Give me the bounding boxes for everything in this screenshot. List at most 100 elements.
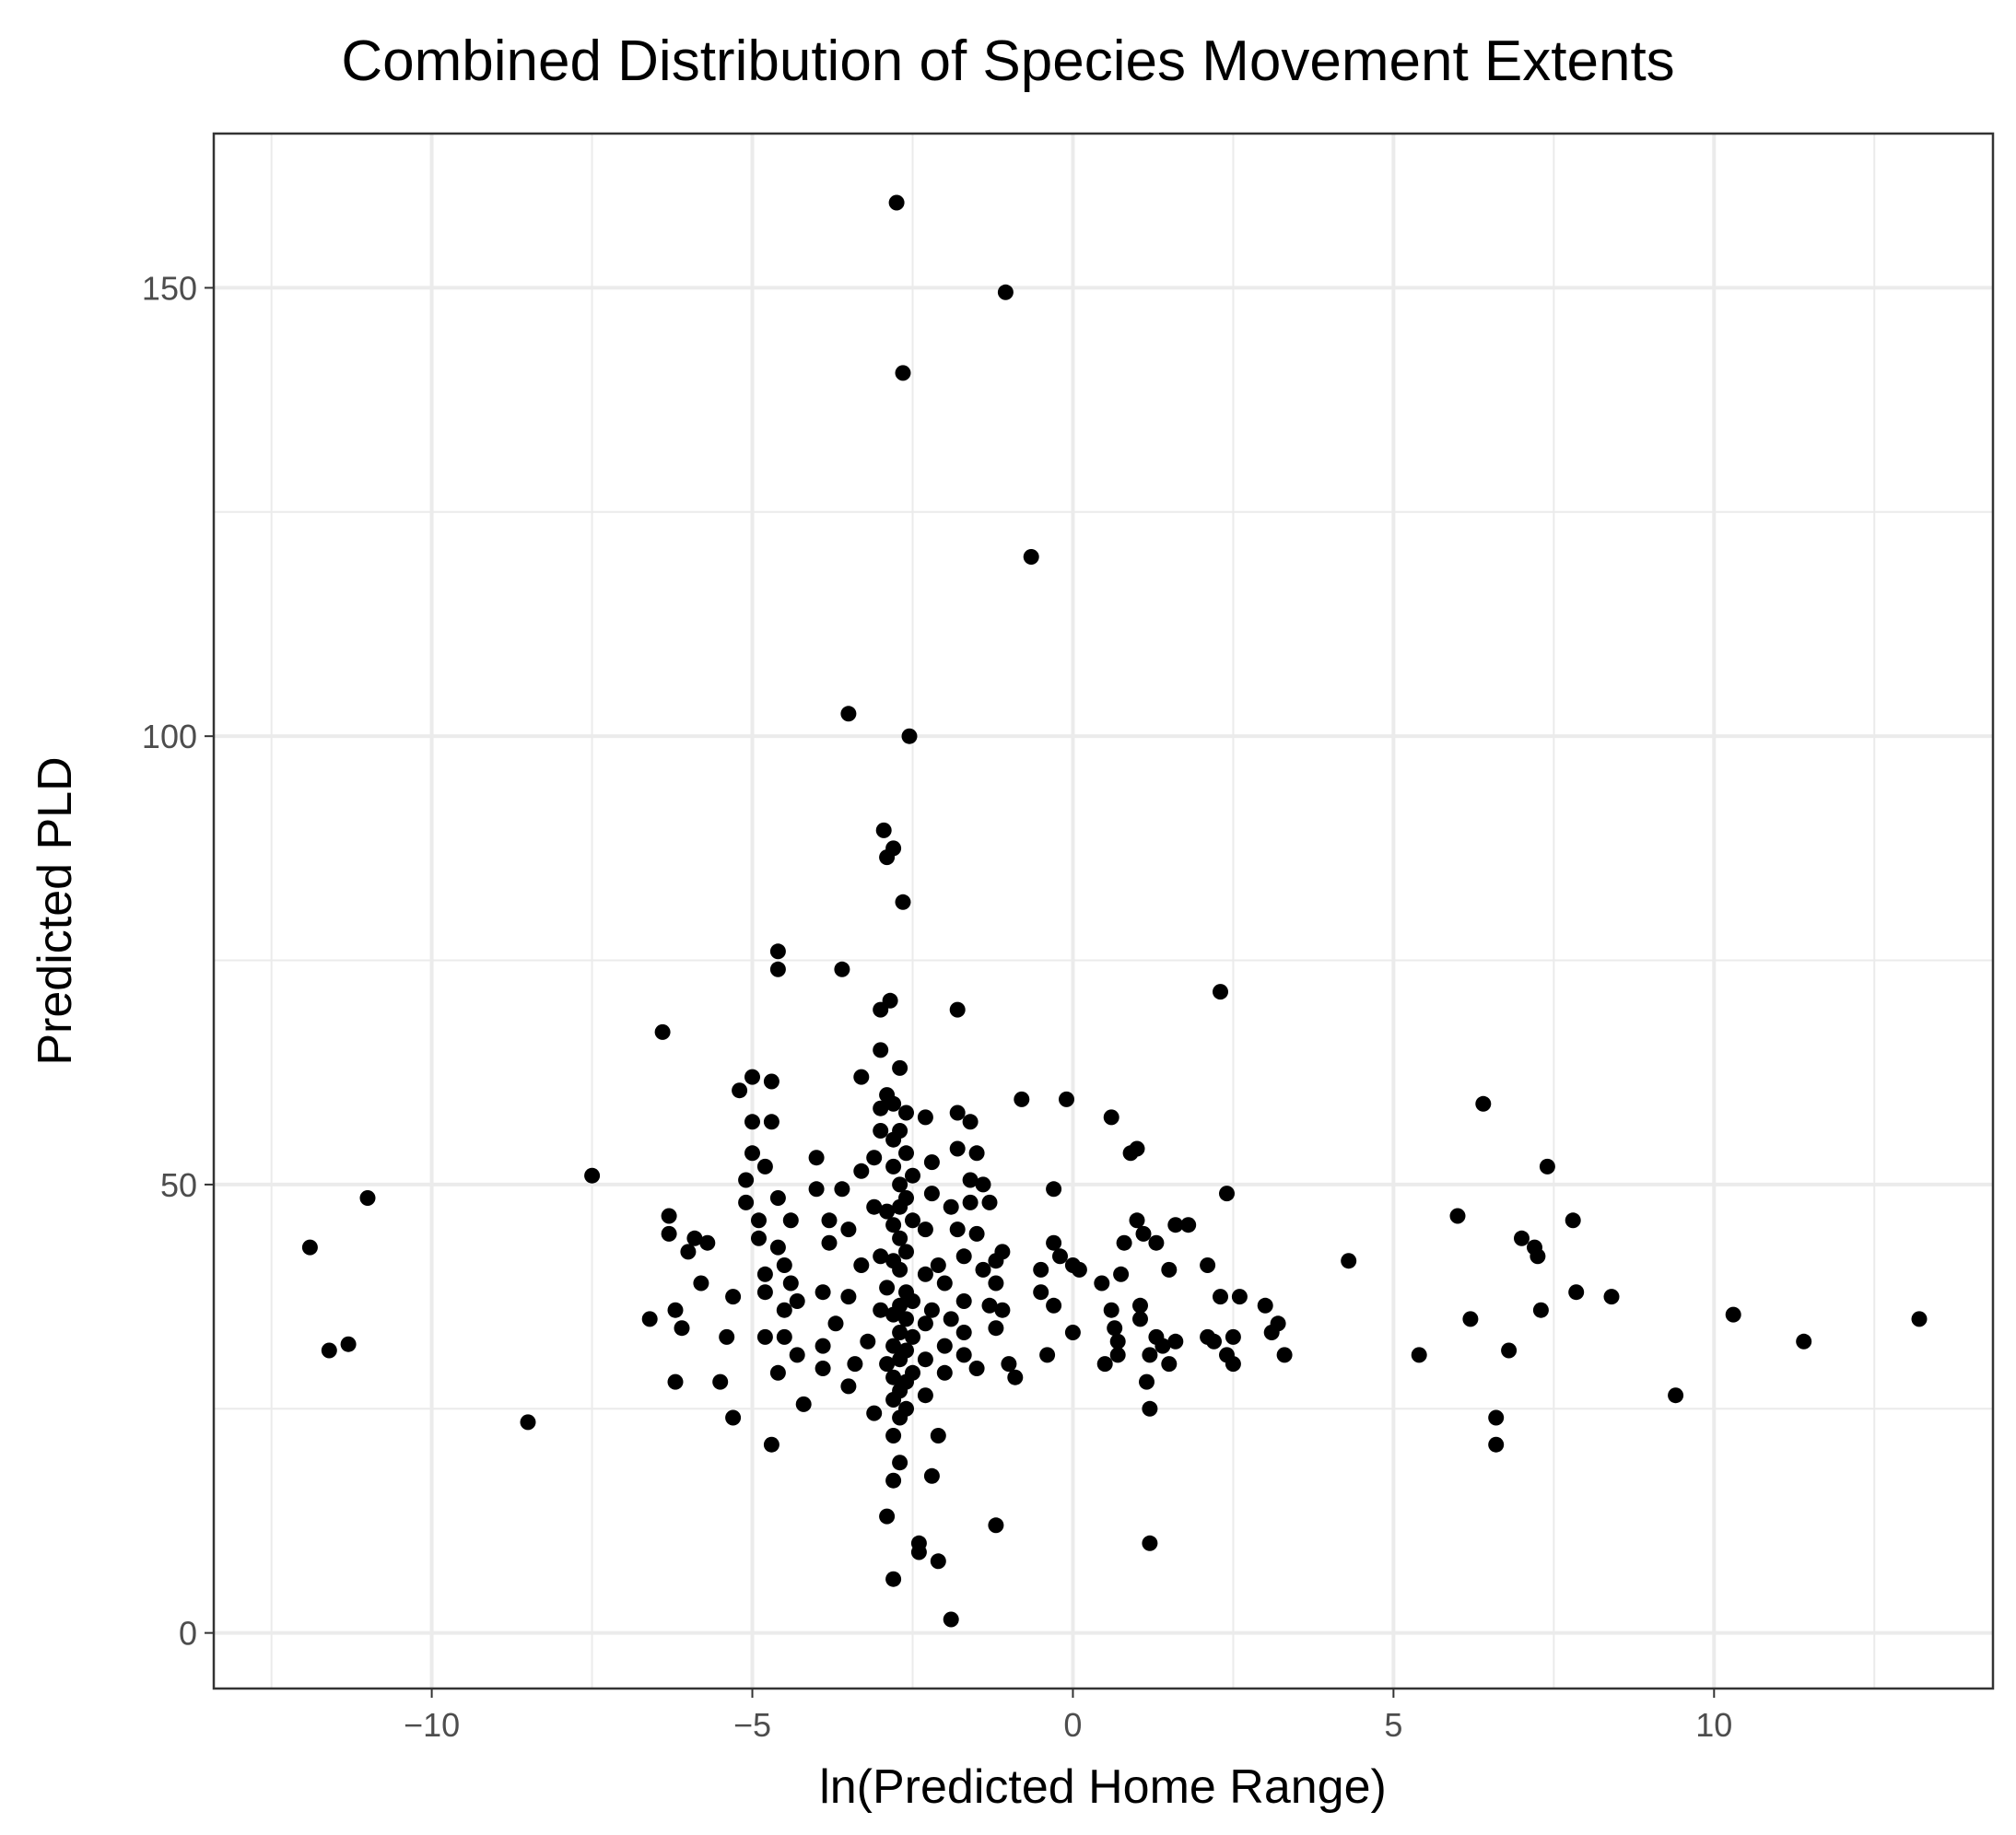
- data-point: [968, 1225, 985, 1242]
- data-point: [873, 1123, 889, 1139]
- data-point: [667, 1373, 684, 1390]
- data-point: [1180, 1217, 1197, 1233]
- data-point: [930, 1553, 946, 1570]
- data-point: [340, 1336, 357, 1352]
- data-point: [988, 1320, 1004, 1337]
- data-point: [1064, 1325, 1081, 1340]
- data-point: [1341, 1253, 1357, 1269]
- data-point: [1488, 1409, 1505, 1426]
- data-point: [641, 1311, 658, 1327]
- data-point: [1462, 1311, 1479, 1327]
- x-tick-label: 5: [1384, 1706, 1402, 1744]
- data-point: [840, 1221, 857, 1238]
- data-point: [827, 1315, 844, 1332]
- data-point: [898, 1400, 914, 1417]
- data-point: [866, 1405, 883, 1421]
- data-point: [359, 1190, 376, 1206]
- x-axis-label: ln(Predicted Home Range): [819, 1760, 1387, 1814]
- data-point: [917, 1221, 933, 1238]
- data-point: [1213, 1289, 1228, 1305]
- data-point: [1142, 1400, 1158, 1417]
- data-point: [1109, 1333, 1126, 1350]
- data-point: [776, 1302, 792, 1318]
- grid-layer: [214, 134, 1993, 1689]
- data-point: [1568, 1284, 1585, 1301]
- data-point: [782, 1212, 799, 1229]
- data-point: [840, 1378, 857, 1395]
- data-point: [905, 1328, 920, 1345]
- data-point: [815, 1361, 831, 1376]
- data-point: [744, 1145, 760, 1162]
- data-point: [1276, 1347, 1293, 1363]
- x-tick-label: 10: [1695, 1706, 1732, 1744]
- data-point: [898, 1244, 914, 1260]
- data-point: [1129, 1212, 1145, 1229]
- data-point: [763, 1436, 779, 1453]
- data-point: [795, 1396, 812, 1412]
- data-point: [917, 1109, 933, 1126]
- data-point: [674, 1320, 690, 1337]
- data-point: [968, 1361, 985, 1376]
- y-axis-label: Predicted PLD: [29, 756, 82, 1065]
- x-tick-label: −10: [404, 1706, 460, 1744]
- data-point: [879, 1203, 896, 1220]
- data-point: [1488, 1436, 1505, 1453]
- data-point: [744, 1069, 760, 1085]
- data-point: [782, 1275, 799, 1292]
- data-point: [1059, 1091, 1074, 1107]
- data-point: [1167, 1333, 1184, 1350]
- data-point: [1225, 1328, 1241, 1345]
- data-point: [847, 1356, 863, 1373]
- data-point: [885, 840, 902, 857]
- data-point: [1071, 1261, 1087, 1278]
- data-point: [917, 1351, 933, 1368]
- data-point: [905, 1364, 920, 1381]
- data-point: [888, 194, 905, 211]
- data-point: [1046, 1297, 1062, 1314]
- data-point: [1113, 1266, 1130, 1282]
- data-point: [892, 1325, 908, 1340]
- data-point: [1270, 1315, 1286, 1332]
- data-point: [667, 1302, 684, 1318]
- data-point: [853, 1257, 870, 1273]
- data-point: [917, 1387, 933, 1404]
- plot-panel-border: [212, 132, 1995, 1690]
- data-point: [962, 1194, 979, 1210]
- data-point: [584, 1167, 601, 1184]
- data-point: [776, 1257, 792, 1273]
- data-point: [949, 1221, 966, 1238]
- data-point: [1103, 1302, 1119, 1318]
- data-point: [834, 1181, 850, 1198]
- data-point: [975, 1261, 991, 1278]
- data-point: [756, 1266, 773, 1282]
- data-point: [1039, 1347, 1056, 1363]
- data-point: [321, 1342, 337, 1359]
- data-point: [994, 1302, 1011, 1318]
- data-point: [879, 1280, 896, 1296]
- x-tick-label: 0: [1063, 1706, 1082, 1744]
- data-point: [815, 1338, 831, 1354]
- data-point: [1155, 1338, 1171, 1354]
- data-point: [905, 1212, 920, 1229]
- data-point: [744, 1114, 760, 1130]
- data-point: [1668, 1387, 1684, 1404]
- data-point: [1103, 1109, 1119, 1126]
- data-point: [898, 1145, 914, 1162]
- x-tick-label: −5: [733, 1706, 771, 1744]
- data-point: [955, 1325, 972, 1340]
- data-point: [776, 1328, 792, 1345]
- data-point: [955, 1347, 972, 1363]
- data-point: [923, 1467, 940, 1484]
- data-point: [917, 1266, 933, 1282]
- data-point: [769, 961, 786, 977]
- data-point: [885, 1428, 902, 1443]
- data-point: [853, 1069, 870, 1085]
- data-point: [1014, 1091, 1030, 1107]
- data-point: [840, 1289, 857, 1305]
- data-point: [1116, 1234, 1132, 1251]
- data-point: [1530, 1248, 1546, 1265]
- data-point: [834, 961, 850, 977]
- data-point: [905, 1167, 920, 1184]
- data-point: [917, 1315, 933, 1332]
